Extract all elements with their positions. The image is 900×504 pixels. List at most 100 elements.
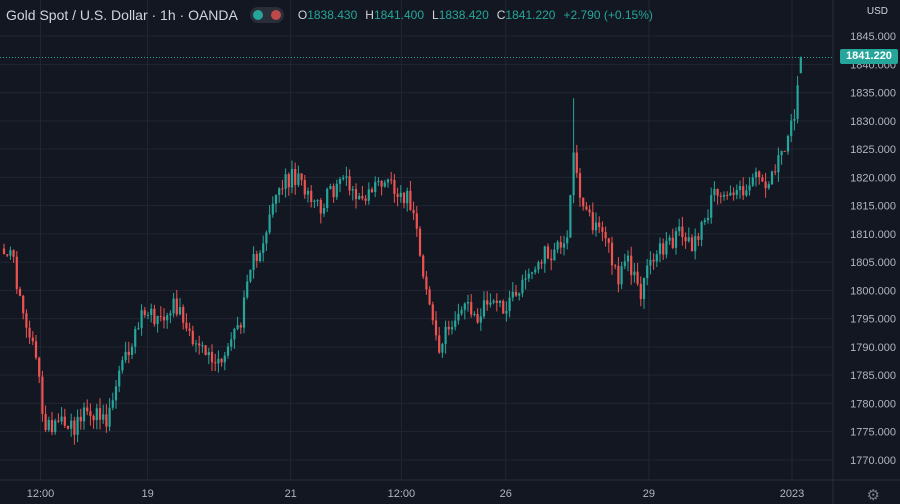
candle-body xyxy=(297,173,300,185)
gear-icon[interactable]: ⚙ xyxy=(866,487,880,504)
candle-body xyxy=(348,176,351,191)
candle-body xyxy=(722,194,726,197)
candle-body xyxy=(518,293,521,296)
candle-body xyxy=(694,236,697,252)
candle-body xyxy=(738,186,742,191)
y-tick-label: 1790.000 xyxy=(850,342,896,354)
candle-body xyxy=(111,400,114,408)
candle-body xyxy=(719,195,722,197)
currency-label[interactable]: USD xyxy=(866,6,888,17)
candle-body xyxy=(175,298,178,315)
candle-body xyxy=(249,269,252,282)
candle-body xyxy=(534,269,537,273)
candle-body xyxy=(713,188,716,196)
candle-body xyxy=(774,171,777,173)
candle-body xyxy=(60,416,63,422)
candle-body xyxy=(351,189,354,191)
candle-body xyxy=(393,179,396,194)
visibility-toggle[interactable] xyxy=(249,7,284,23)
candle-body xyxy=(678,226,681,232)
candle-body xyxy=(626,255,630,262)
candle-body xyxy=(146,314,150,316)
candle-body xyxy=(697,236,700,240)
y-tick-label: 1820.000 xyxy=(850,172,896,184)
candle-body xyxy=(748,185,751,191)
candle-body xyxy=(566,237,569,244)
candle-body xyxy=(380,180,383,187)
candle-body xyxy=(242,297,246,328)
candle-body xyxy=(540,262,543,264)
candle-body xyxy=(463,303,466,310)
candle-body xyxy=(358,195,361,200)
candle-body xyxy=(636,271,639,284)
candle-body xyxy=(9,250,12,256)
y-tick-label: 1805.000 xyxy=(850,257,896,269)
candle-body xyxy=(457,313,460,321)
candle-body xyxy=(246,281,249,298)
candle-body xyxy=(434,320,438,336)
candle-body xyxy=(639,283,642,300)
candle-body xyxy=(63,416,66,426)
candle-body xyxy=(153,308,156,325)
candle-body xyxy=(796,85,799,119)
candle-body xyxy=(182,306,185,323)
candle-body xyxy=(281,188,284,190)
candle-body xyxy=(172,298,175,314)
candle-body xyxy=(335,183,338,198)
candle-body xyxy=(598,222,601,228)
candle-body xyxy=(588,209,591,213)
candle-body xyxy=(799,57,802,74)
candle-body xyxy=(604,231,607,239)
candle-body xyxy=(361,195,364,199)
candle-body xyxy=(57,420,60,422)
candle-body xyxy=(54,420,57,433)
candle-body xyxy=(73,420,76,435)
candle-body xyxy=(217,358,220,364)
candle-body xyxy=(262,243,265,253)
candle-body xyxy=(454,320,457,328)
candle-body xyxy=(169,313,172,316)
candle-body xyxy=(287,174,290,188)
candle-body xyxy=(482,300,486,317)
candle-body xyxy=(92,415,95,421)
candle-body xyxy=(159,316,162,318)
candle-body xyxy=(527,273,530,279)
candle-body xyxy=(134,329,137,347)
y-tick-label: 1775.000 xyxy=(850,427,896,439)
candle-body xyxy=(226,346,230,356)
eye-icon xyxy=(252,10,263,20)
y-tick-label: 1800.000 xyxy=(850,285,896,297)
candle-body xyxy=(514,291,518,296)
candle-body xyxy=(127,351,130,355)
candle-body xyxy=(105,414,108,427)
y-tick-label: 1845.000 xyxy=(850,31,896,43)
candle-body xyxy=(486,300,489,305)
candle-body xyxy=(617,265,620,285)
last-price-label: 1841.220 xyxy=(840,49,898,65)
candle-body xyxy=(777,155,780,173)
candle-body xyxy=(649,259,652,266)
candle-body xyxy=(665,240,668,255)
candle-body xyxy=(658,243,662,255)
chart-header: Gold Spot / U.S. Dollar · 1h · OANDA O18… xyxy=(6,6,653,24)
candle-body xyxy=(313,200,316,202)
symbol-title[interactable]: Gold Spot / U.S. Dollar · 1h · OANDA xyxy=(6,7,238,23)
candle-body xyxy=(684,237,687,242)
candle-body xyxy=(729,192,732,196)
candle-body xyxy=(662,243,665,255)
candle-body xyxy=(322,208,326,214)
candle-body xyxy=(44,413,47,431)
candle-body xyxy=(178,306,182,315)
candle-body xyxy=(271,203,274,215)
candle-body xyxy=(239,325,242,328)
candle-body xyxy=(252,254,255,270)
candle-body xyxy=(98,408,102,420)
x-tick-label: 29 xyxy=(643,488,655,500)
candle-body xyxy=(690,237,694,252)
candle-body xyxy=(431,304,434,321)
y-tick-label: 1810.000 xyxy=(850,229,896,241)
candle-body xyxy=(668,237,671,241)
candle-body xyxy=(450,327,454,330)
candle-body xyxy=(76,416,79,435)
